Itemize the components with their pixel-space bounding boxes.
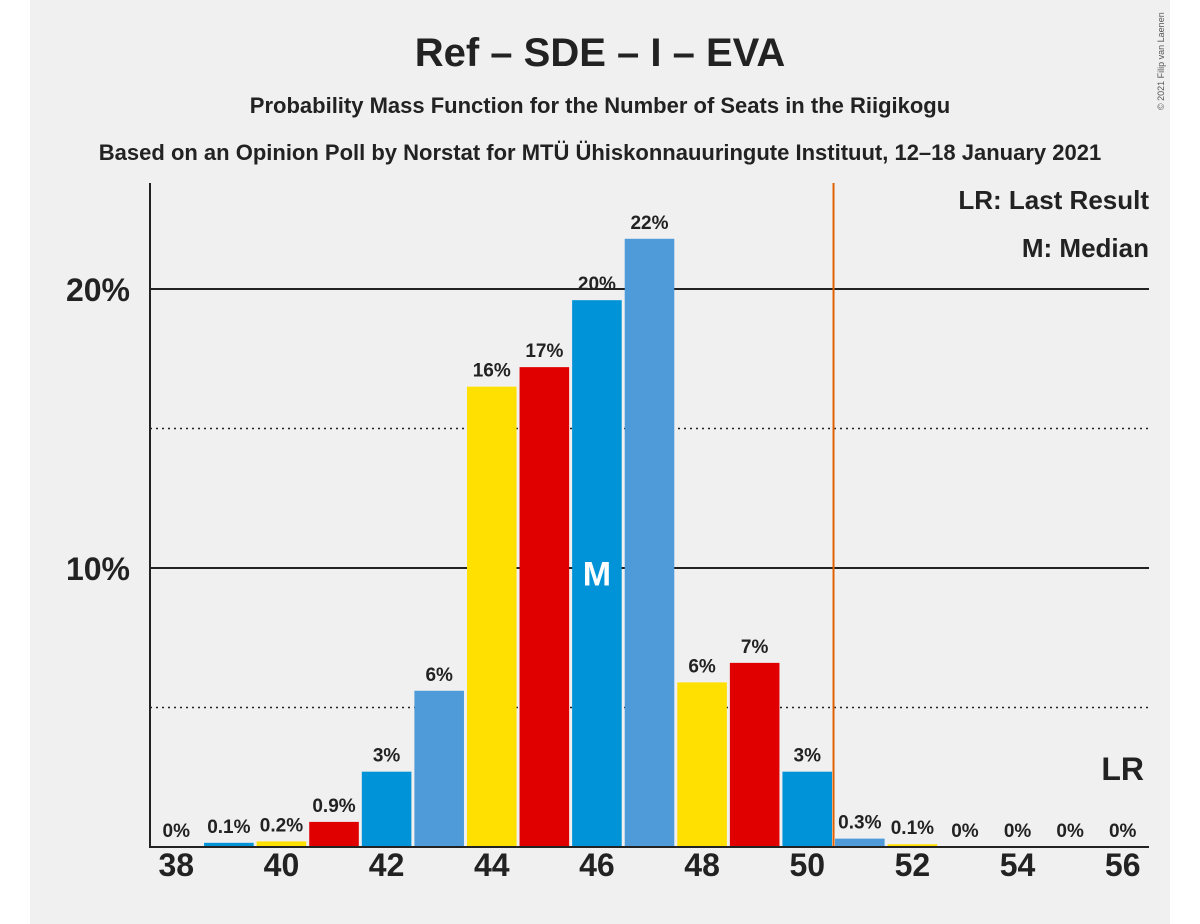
x-tick-label-46: 46 — [579, 847, 615, 883]
axes: 10% 20% 38 40 42 44 46 48 50 52 54 56 — [66, 183, 1149, 883]
bar-labels: 0% 0.1% 0.2% 0.9% 3% 6% 16% 17% 20% M 22% 6% 7% 3% 0.3… — [163, 213, 1144, 842]
bar-label-41: 0.9% — [312, 796, 355, 817]
chart-title: Ref – SDE – I – EVA — [415, 31, 786, 75]
median-marker: M — [583, 556, 611, 594]
x-tick-label-40: 40 — [264, 847, 300, 883]
bar-50 — [782, 771, 833, 847]
x-tick-label-42: 42 — [369, 847, 405, 883]
x-tick-label-52: 52 — [895, 847, 931, 883]
x-tick-label-38: 38 — [158, 847, 194, 883]
copyright-text: © 2021 Filip van Laenen — [1156, 12, 1166, 110]
chart-subtitle: Probability Mass Function for the Number… — [250, 93, 950, 118]
bar-label-43: 6% — [425, 665, 453, 686]
legend-median: M: Median — [1022, 233, 1149, 263]
bars — [204, 238, 938, 847]
last-result-marker: LR — [1101, 751, 1144, 787]
bar-label-53: 0% — [951, 821, 979, 842]
bar-label-39: 0.1% — [207, 817, 250, 838]
x-tick-label-56: 56 — [1105, 847, 1141, 883]
bar-41 — [309, 821, 359, 847]
bar-label-51: 0.3% — [838, 813, 881, 834]
bar-label-44: 16% — [473, 361, 511, 382]
bar-44 — [466, 386, 517, 847]
bar-52 — [887, 844, 938, 847]
bar-label-55: 0% — [1056, 821, 1084, 842]
bar-label-42: 3% — [373, 746, 401, 767]
bar-label-47: 22% — [630, 213, 668, 234]
bar-label-40: 0.2% — [260, 815, 303, 836]
bar-label-52: 0.1% — [891, 818, 934, 839]
bar-39 — [204, 842, 254, 847]
bar-label-50: 3% — [794, 746, 822, 767]
bar-label-49: 7% — [741, 637, 769, 658]
x-tick-label-44: 44 — [474, 847, 510, 883]
bar-49 — [729, 662, 780, 847]
legend-last-result: LR: Last Result — [958, 185, 1149, 215]
bar-42 — [361, 771, 412, 847]
bar-label-48: 6% — [688, 656, 716, 677]
x-tick-label-50: 50 — [789, 847, 825, 883]
y-tick-label-20: 20% — [66, 272, 130, 308]
bar-45 — [519, 367, 570, 847]
chart: Ref – SDE – I – EVA Probability Mass Fun… — [30, 0, 1170, 924]
bar-51 — [835, 838, 885, 847]
bar-label-45: 17% — [525, 341, 563, 362]
chart-svg: Ref – SDE – I – EVA Probability Mass Fun… — [66, 12, 1166, 883]
y-tick-label-10: 10% — [66, 551, 130, 587]
bar-43 — [414, 690, 464, 847]
chart-subtitle-poll: Based on an Opinion Poll by Norstat for … — [99, 140, 1101, 165]
x-tick-label-54: 54 — [1000, 847, 1036, 883]
bar-46 — [572, 300, 622, 847]
bar-40 — [256, 841, 307, 847]
bar-47 — [624, 238, 675, 847]
x-tick-label-48: 48 — [684, 847, 720, 883]
bar-48 — [677, 682, 727, 847]
bar-label-56: 0% — [1109, 821, 1137, 842]
bar-label-38: 0% — [163, 821, 191, 842]
bar-label-46: 20% — [578, 274, 616, 295]
bar-label-54: 0% — [1004, 821, 1032, 842]
